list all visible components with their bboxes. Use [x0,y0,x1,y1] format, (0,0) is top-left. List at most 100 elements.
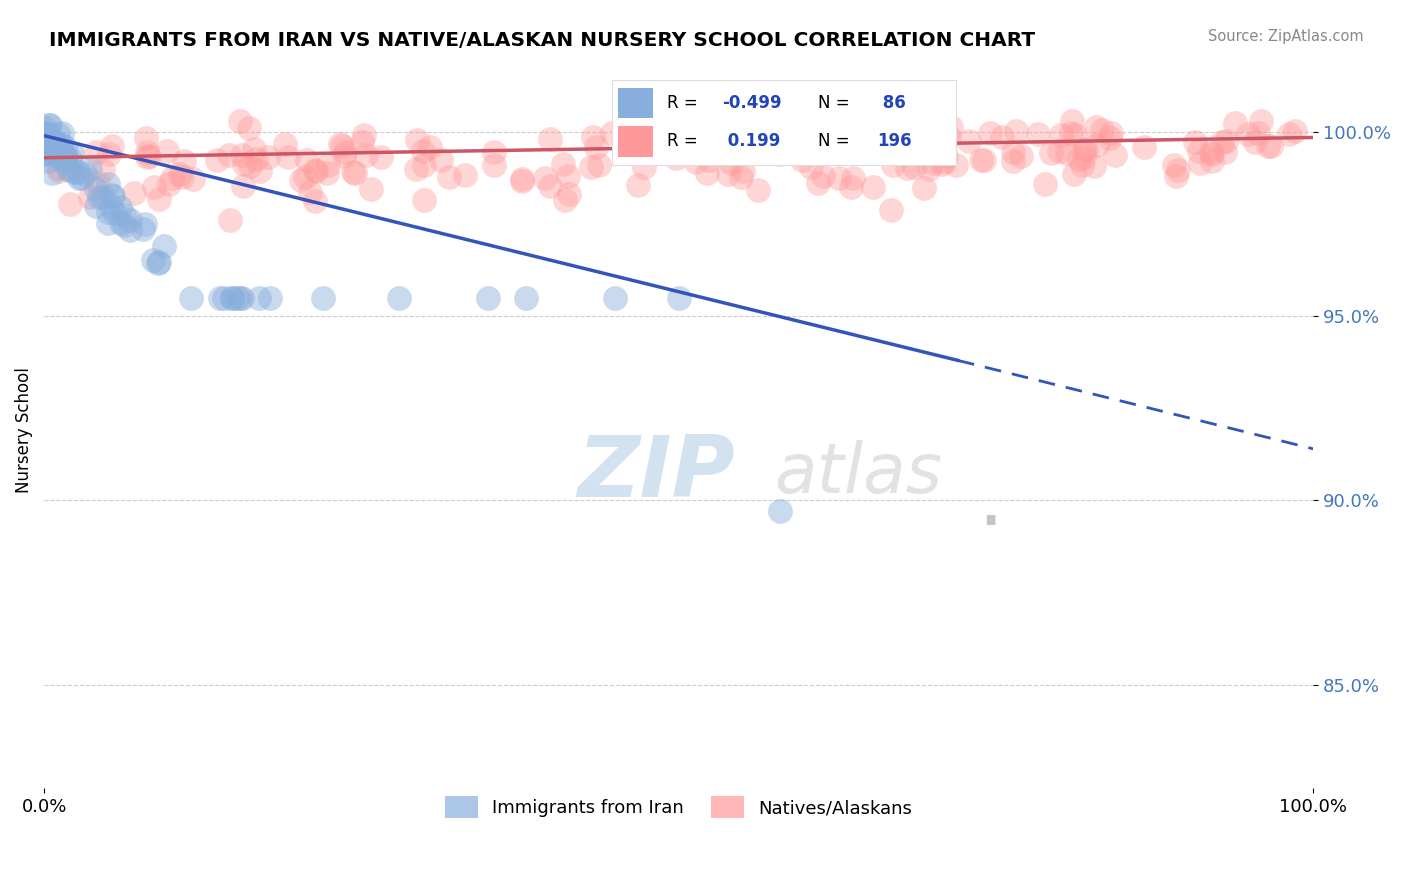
Point [747,183,769,197]
Point [53,149,76,163]
Point [87,176,110,190]
Point [1035,178,1057,192]
Point [790,153,813,167]
Point [918,114,941,128]
Point [46,127,69,141]
Point [921,156,943,170]
Point [1073,150,1095,164]
Point [100,199,122,213]
Point [148,256,170,270]
Point [1257,138,1279,153]
Point [875,129,897,144]
Point [880,202,903,217]
Point [53,139,76,153]
Point [44,136,66,150]
Text: N =: N = [818,132,855,150]
Point [205,153,228,167]
Point [1211,135,1233,149]
Point [1213,145,1236,160]
Point [135,150,157,164]
Point [1074,143,1097,157]
Point [1083,159,1105,173]
Point [1098,130,1121,145]
Point [273,137,295,152]
Point [316,158,339,172]
Point [1215,134,1237,148]
Point [901,114,924,128]
Point [510,174,533,188]
Point [1071,159,1094,173]
Point [136,145,159,159]
Point [87,190,110,204]
Point [769,504,792,518]
Point [585,140,607,154]
Point [60,146,83,161]
Point [219,213,242,227]
Point [344,166,367,180]
Point [294,169,316,184]
Point [1063,167,1085,181]
Point [132,222,155,236]
Point [657,114,679,128]
Point [405,133,427,147]
Point [938,130,960,145]
Point [120,223,142,237]
Point [226,291,249,305]
Point [143,180,166,194]
Point [636,144,658,158]
Point [118,213,141,227]
Point [918,161,941,176]
Point [581,160,603,174]
Point [353,128,375,142]
Point [214,291,236,305]
Point [221,291,243,305]
Point [557,169,579,183]
Point [582,130,605,145]
Point [882,158,904,172]
Point [1250,114,1272,128]
Point [38,118,60,132]
Point [297,153,319,167]
Text: R =: R = [666,132,703,150]
Point [48,147,70,161]
Point [412,157,434,171]
Point [454,168,477,182]
Point [912,181,935,195]
Point [935,149,957,163]
Point [849,139,872,153]
Point [67,164,90,178]
Point [1164,169,1187,183]
Point [304,194,326,209]
Point [67,170,90,185]
Point [356,148,378,162]
Point [134,217,156,231]
Point [412,144,434,158]
Point [112,208,135,222]
Point [84,199,107,213]
Point [510,172,533,186]
Point [53,151,76,165]
Point [723,119,745,133]
Point [97,205,120,219]
Point [1028,127,1050,141]
Point [1104,148,1126,162]
Point [55,150,77,164]
Text: N =: N = [818,95,855,112]
Point [388,291,411,305]
Point [360,182,382,196]
Point [218,148,240,162]
Point [37,145,59,160]
Point [101,188,124,202]
Point [160,171,183,186]
Point [249,164,271,178]
Point [73,167,96,181]
Point [299,185,322,199]
Point [84,145,107,160]
Point [558,187,581,202]
Point [48,164,70,178]
Point [153,239,176,253]
Point [110,216,132,230]
Point [907,123,929,137]
Point [811,169,834,183]
Point [259,291,281,305]
